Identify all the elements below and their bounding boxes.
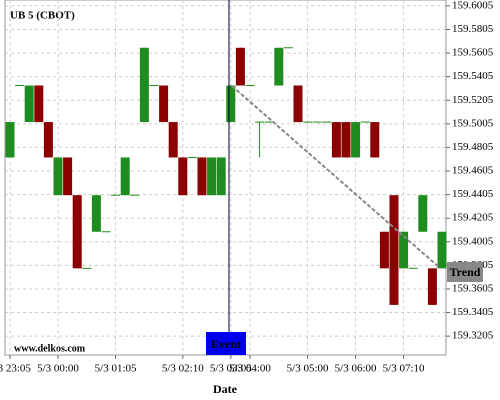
event-box	[206, 332, 246, 355]
candle-body	[43, 122, 53, 158]
x-tick-label: 5/3 23:05	[0, 363, 31, 375]
candle-body	[178, 157, 188, 196]
candle-body	[159, 85, 169, 123]
candle-body	[245, 85, 255, 87]
x-tick-label: 5/3 06:00	[335, 363, 377, 375]
y-tick-label: 159.5005	[452, 117, 494, 129]
x-tick-label: 5/3 05:00	[287, 363, 329, 375]
x-tick-label: 5/3 04:00	[229, 363, 271, 375]
candle-body	[255, 121, 265, 123]
candle-body	[341, 122, 351, 158]
chart-title: UB 5 (CBOT)	[10, 10, 75, 22]
candle-body	[283, 47, 293, 49]
watermark: www.delkos.com	[14, 343, 86, 354]
candle-body	[389, 195, 399, 305]
candle-body	[187, 156, 197, 158]
y-tick-label: 159.5405	[452, 70, 494, 82]
candle-body	[149, 85, 159, 87]
candle-body	[207, 157, 217, 196]
candle-body	[5, 122, 15, 158]
candle-body	[379, 231, 389, 269]
candle-body	[53, 157, 63, 196]
candle-body	[303, 121, 313, 123]
y-tick-label: 159.5605	[452, 47, 494, 59]
y-tick-label: 159.5205	[452, 94, 494, 106]
candle-body	[226, 85, 236, 123]
candle-body	[370, 122, 380, 158]
candle-body	[34, 85, 44, 123]
event-label: Event	[211, 337, 241, 351]
candle-body	[197, 157, 207, 196]
candle-body	[63, 157, 73, 196]
candle-body	[216, 157, 226, 196]
x-tick-label: 5/3 07:10	[383, 363, 425, 375]
candle-body	[120, 157, 130, 196]
y-tick-label: 159.5805	[452, 23, 494, 35]
y-tick-label: 159.3205	[452, 330, 494, 342]
candle-body	[322, 121, 332, 123]
x-tick-label: 5/3 02:10	[162, 363, 204, 375]
candle-body	[274, 47, 284, 86]
candle-body	[418, 195, 428, 232]
candle-body	[168, 122, 178, 158]
candle-body	[360, 121, 370, 123]
trend-line	[231, 85, 441, 269]
candle-body	[235, 47, 245, 86]
y-tick-label: 159.4405	[452, 188, 494, 200]
candle-body	[91, 195, 101, 232]
candle-body	[24, 85, 34, 123]
y-tick-label: 159.4605	[452, 165, 494, 177]
candle-body	[312, 121, 322, 123]
trend-box	[447, 262, 483, 282]
x-tick-label: 5/3 00:00	[37, 363, 79, 375]
candle-body	[437, 231, 447, 269]
candle-body	[15, 85, 25, 87]
trend-label: Trend	[450, 265, 481, 279]
candle-body	[101, 231, 111, 233]
candle-body	[331, 122, 341, 158]
candle-body	[293, 85, 303, 123]
y-tick-label: 159.3405	[452, 306, 494, 318]
y-tick-label: 159.4205	[452, 212, 494, 224]
candle-body	[130, 194, 140, 196]
x-tick-label: 5/3 03:05	[210, 363, 252, 375]
y-tick-label: 159.4005	[452, 235, 494, 247]
candle-body	[399, 231, 409, 269]
candle-body	[427, 268, 437, 305]
y-tick-label: 159.3605	[452, 282, 494, 294]
candle-body	[264, 121, 274, 123]
candle-body	[139, 47, 149, 123]
y-tick-label: 159.4805	[452, 141, 494, 153]
candle-body	[408, 267, 418, 269]
candle-body	[351, 122, 361, 158]
y-tick-label: 159.6005	[452, 0, 494, 11]
candle-body	[72, 195, 82, 269]
candle-body	[82, 267, 92, 269]
x-tick-label: 5/3 01:05	[95, 363, 137, 375]
candle-body	[111, 194, 121, 196]
x-axis-title: Date	[213, 382, 238, 396]
